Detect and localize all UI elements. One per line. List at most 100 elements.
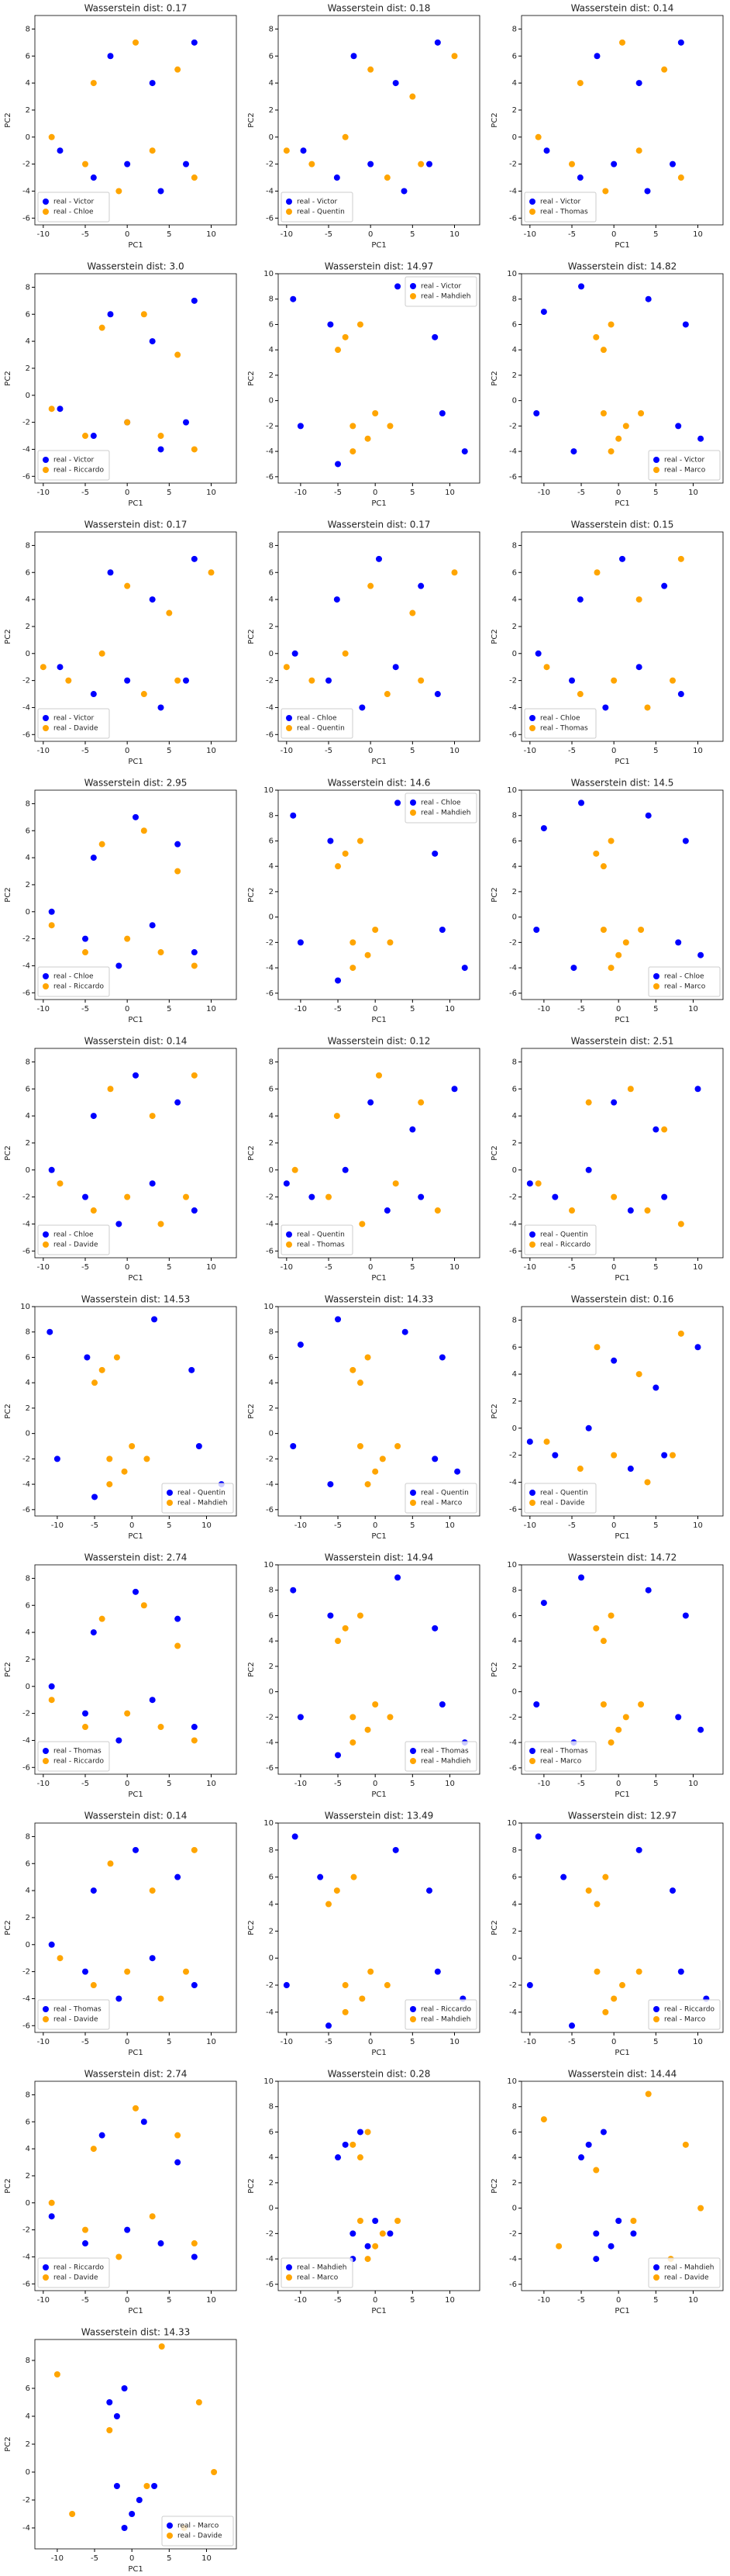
legend-marker	[529, 1490, 535, 1496]
legend-marker	[410, 2006, 416, 2012]
y-tick-label: 6	[512, 1343, 517, 1352]
y-tick-label: -2	[22, 1710, 30, 1718]
point	[191, 297, 198, 304]
legend-marker	[529, 1748, 535, 1754]
x-tick-label: -10	[281, 747, 293, 755]
point	[53, 2371, 60, 2377]
x-tick-label: 10	[445, 2296, 455, 2305]
subplot: Wasserstein dist: 13.49 -10 -5 0 5 10 -4 -2 0 2 4 6…	[247, 1811, 480, 2057]
subplot: Wasserstein dist: 0.28 -10 -5 0 5 10 -6 -4 -2 0 2 4…	[247, 2069, 480, 2315]
point	[432, 1455, 439, 1462]
y-tick-label: -4	[22, 1736, 30, 1745]
point	[670, 677, 676, 684]
x-tick-label: -10	[37, 1263, 50, 1272]
point	[290, 812, 297, 819]
point	[57, 147, 64, 154]
point	[409, 609, 416, 616]
point	[48, 133, 55, 140]
x-tick-label: 5	[410, 1005, 415, 1013]
y-tick-label: 8	[512, 1587, 517, 1595]
legend: real - Chloe real - Mahdieh	[405, 792, 477, 824]
point	[367, 1968, 374, 1975]
x-axis-label: PC1	[128, 241, 143, 250]
point	[107, 311, 114, 318]
axes-frame	[34, 789, 237, 1000]
point	[149, 1697, 156, 1704]
legend-label: real - Thomas	[421, 1748, 469, 1756]
y-tick-label: 6	[512, 1611, 517, 1620]
point	[670, 1452, 676, 1459]
legend-marker	[286, 2274, 292, 2281]
point	[191, 949, 198, 956]
point	[191, 1846, 198, 1853]
subplot-title: Wasserstein dist: 14.94	[325, 1552, 433, 1563]
y-tick-label: -2	[22, 2226, 30, 2235]
subplot: Wasserstein dist: 14.6 -10 -5 0 5 10 -6 -4 -2 0 2 4…	[247, 778, 480, 1024]
y-tick-label: -6	[509, 1764, 517, 1773]
point	[622, 423, 629, 430]
x-axis-label: PC1	[371, 1274, 386, 1283]
legend-label: real - Victor	[540, 199, 580, 206]
point	[387, 939, 394, 946]
y-tick-label: -2	[22, 1455, 30, 1463]
point	[608, 2243, 615, 2250]
legend: real - Thomas real - Davide	[37, 1999, 110, 2030]
point	[677, 1968, 684, 1975]
point	[577, 174, 584, 181]
point	[191, 1207, 198, 1214]
legend: real - Victor real - Davide	[37, 708, 110, 739]
point	[661, 1126, 668, 1133]
point	[174, 1615, 181, 1622]
point	[115, 188, 122, 195]
point	[569, 161, 575, 167]
axes-frame	[521, 789, 724, 1000]
legend-marker	[410, 1748, 416, 1754]
legend-box	[37, 708, 110, 739]
y-tick-label: -4	[266, 964, 274, 972]
point	[578, 799, 585, 806]
point	[533, 410, 540, 416]
point	[48, 908, 55, 915]
point	[594, 569, 601, 576]
point	[191, 1724, 198, 1731]
y-tick-label: -2	[266, 2229, 274, 2238]
point	[106, 1455, 113, 1462]
point	[90, 1982, 97, 1989]
point	[140, 691, 147, 698]
legend-box	[281, 1224, 353, 1255]
legend-label: real - Victor	[421, 283, 461, 291]
point	[432, 333, 439, 340]
point	[611, 1995, 618, 2002]
point	[325, 677, 332, 684]
legend-box	[405, 1483, 477, 1514]
point	[364, 1726, 371, 1733]
point	[57, 406, 64, 413]
point	[290, 295, 297, 302]
y-tick-label: 4	[269, 346, 274, 354]
y-tick-label: -4	[509, 2255, 517, 2263]
y-axis-label: PC2	[247, 887, 256, 902]
legend-marker	[529, 725, 535, 731]
y-tick-label: -4	[509, 2008, 517, 2017]
point	[434, 691, 441, 698]
legend: real - Riccardo real - Davide	[37, 2257, 110, 2288]
point	[327, 321, 334, 328]
x-axis-label: PC1	[371, 1790, 386, 1799]
subplot-title: Wasserstein dist: 14.6	[328, 778, 431, 789]
y-axis-label: PC2	[491, 112, 499, 127]
x-tick-label: 5	[410, 1263, 415, 1272]
y-tick-label: 2	[512, 371, 517, 380]
x-tick-label: 0	[373, 1005, 377, 1013]
point	[661, 1452, 668, 1459]
legend-box	[405, 792, 477, 824]
point	[166, 609, 173, 616]
point	[434, 39, 441, 46]
point	[608, 1612, 615, 1619]
y-tick-label: -4	[266, 187, 274, 195]
x-tick-label: 0	[129, 2554, 134, 2563]
y-tick-label: -4	[266, 1480, 274, 1489]
y-tick-label: -4	[266, 1739, 274, 1747]
subplot: Wasserstein dist: 2.74 -10 -5 0 5 10 -6 -4 -2 0 2 4…	[4, 2069, 237, 2315]
legend-marker	[43, 715, 49, 721]
